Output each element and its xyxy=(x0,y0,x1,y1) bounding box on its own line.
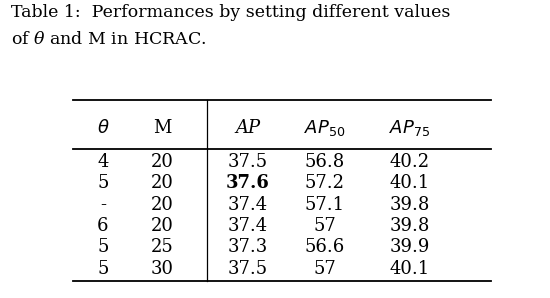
Text: 37.5: 37.5 xyxy=(228,260,268,278)
Text: $AP_{75}$: $AP_{75}$ xyxy=(389,117,430,138)
Text: AP: AP xyxy=(235,119,260,136)
Text: 5: 5 xyxy=(97,260,108,278)
Text: 39.8: 39.8 xyxy=(389,196,430,214)
Text: -: - xyxy=(100,196,106,214)
Text: 39.9: 39.9 xyxy=(389,238,430,256)
Text: 4: 4 xyxy=(97,153,108,171)
Text: Table 1:  Performances by setting different values: Table 1: Performances by setting differe… xyxy=(11,4,450,21)
Text: 40.2: 40.2 xyxy=(390,153,430,171)
Text: 20: 20 xyxy=(151,174,174,192)
Text: $AP_{50}$: $AP_{50}$ xyxy=(304,117,345,138)
Text: 20: 20 xyxy=(151,196,174,214)
Text: 6: 6 xyxy=(97,217,108,235)
Text: of $\theta$ and M in HCRAC.: of $\theta$ and M in HCRAC. xyxy=(11,31,206,48)
Text: 37.5: 37.5 xyxy=(228,153,268,171)
Text: 5: 5 xyxy=(97,174,108,192)
Text: 37.4: 37.4 xyxy=(228,196,268,214)
Text: 40.1: 40.1 xyxy=(389,174,430,192)
Text: 37.3: 37.3 xyxy=(228,238,268,256)
Text: 56.6: 56.6 xyxy=(304,238,345,256)
Text: 30: 30 xyxy=(151,260,174,278)
Text: 37.6: 37.6 xyxy=(226,174,270,192)
Text: M: M xyxy=(153,119,172,136)
Text: 39.8: 39.8 xyxy=(389,217,430,235)
Text: 57: 57 xyxy=(313,217,336,235)
Text: 56.8: 56.8 xyxy=(304,153,345,171)
Text: 40.1: 40.1 xyxy=(389,260,430,278)
Text: 57.2: 57.2 xyxy=(305,174,344,192)
Text: 25: 25 xyxy=(151,238,174,256)
Text: 37.4: 37.4 xyxy=(228,217,268,235)
Text: 20: 20 xyxy=(151,217,174,235)
Text: $\theta$: $\theta$ xyxy=(96,119,109,136)
Text: 57: 57 xyxy=(313,260,336,278)
Text: 5: 5 xyxy=(97,238,108,256)
Text: 20: 20 xyxy=(151,153,174,171)
Text: 57.1: 57.1 xyxy=(305,196,344,214)
